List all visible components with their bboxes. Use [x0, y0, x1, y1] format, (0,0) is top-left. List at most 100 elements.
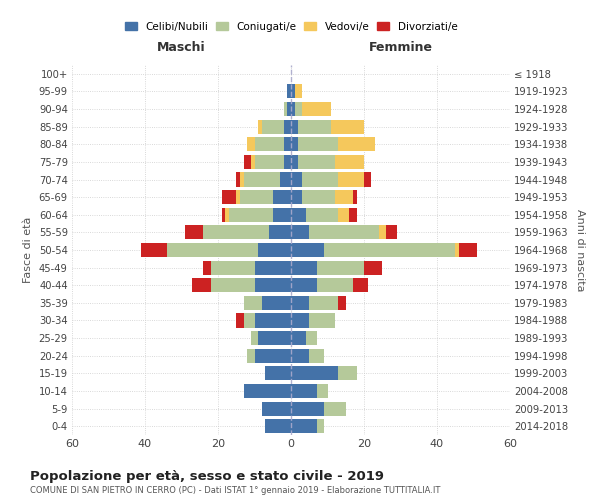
- Bar: [291, 137, 298, 152]
- Bar: [298, 120, 331, 134]
- Bar: [211, 260, 254, 274]
- Bar: [226, 208, 229, 222]
- Bar: [291, 84, 295, 98]
- Bar: [244, 155, 251, 169]
- Bar: [251, 331, 258, 345]
- Bar: [240, 172, 244, 186]
- Bar: [291, 120, 298, 134]
- Bar: [284, 102, 287, 116]
- Bar: [291, 402, 324, 415]
- Bar: [338, 296, 346, 310]
- Bar: [309, 314, 335, 328]
- Bar: [284, 120, 291, 134]
- Bar: [331, 120, 364, 134]
- Text: Femmine: Femmine: [368, 42, 433, 54]
- Bar: [305, 331, 317, 345]
- Bar: [291, 260, 317, 274]
- Bar: [364, 260, 382, 274]
- Bar: [455, 243, 459, 257]
- Bar: [291, 419, 317, 433]
- Bar: [167, 243, 258, 257]
- Y-axis label: Anni di nascita: Anni di nascita: [575, 209, 586, 291]
- Bar: [203, 226, 269, 239]
- Bar: [287, 102, 291, 116]
- Bar: [291, 208, 305, 222]
- Bar: [353, 190, 356, 204]
- Bar: [244, 384, 291, 398]
- Bar: [291, 243, 324, 257]
- Bar: [247, 137, 254, 152]
- Bar: [262, 120, 284, 134]
- Bar: [273, 208, 291, 222]
- Bar: [265, 419, 291, 433]
- Bar: [229, 208, 273, 222]
- Bar: [258, 120, 262, 134]
- Bar: [302, 102, 331, 116]
- Bar: [295, 102, 302, 116]
- Bar: [291, 102, 295, 116]
- Bar: [305, 208, 338, 222]
- Bar: [258, 243, 291, 257]
- Bar: [254, 314, 291, 328]
- Bar: [459, 243, 477, 257]
- Bar: [291, 366, 338, 380]
- Bar: [349, 208, 356, 222]
- Bar: [254, 348, 291, 363]
- Bar: [193, 278, 211, 292]
- Bar: [211, 278, 254, 292]
- Text: Popolazione per età, sesso e stato civile - 2019: Popolazione per età, sesso e stato civil…: [30, 470, 384, 483]
- Bar: [254, 278, 291, 292]
- Bar: [273, 190, 291, 204]
- Bar: [309, 296, 338, 310]
- Bar: [221, 190, 236, 204]
- Bar: [379, 226, 386, 239]
- Bar: [262, 402, 291, 415]
- Bar: [291, 384, 317, 398]
- Bar: [335, 155, 364, 169]
- Bar: [258, 331, 291, 345]
- Text: Maschi: Maschi: [157, 42, 206, 54]
- Bar: [221, 208, 226, 222]
- Bar: [236, 314, 244, 328]
- Bar: [291, 331, 305, 345]
- Bar: [386, 226, 397, 239]
- Bar: [302, 172, 338, 186]
- Bar: [291, 226, 309, 239]
- Bar: [291, 172, 302, 186]
- Bar: [302, 190, 335, 204]
- Bar: [284, 155, 291, 169]
- Bar: [280, 172, 291, 186]
- Bar: [244, 296, 262, 310]
- Bar: [247, 348, 254, 363]
- Bar: [265, 366, 291, 380]
- Bar: [287, 84, 291, 98]
- Bar: [338, 137, 375, 152]
- Bar: [269, 226, 291, 239]
- Bar: [364, 172, 371, 186]
- Bar: [295, 84, 302, 98]
- Bar: [291, 296, 309, 310]
- Bar: [254, 155, 284, 169]
- Bar: [254, 260, 291, 274]
- Bar: [284, 137, 291, 152]
- Bar: [142, 243, 167, 257]
- Bar: [309, 348, 324, 363]
- Bar: [203, 260, 211, 274]
- Bar: [324, 243, 455, 257]
- Bar: [317, 278, 353, 292]
- Bar: [254, 137, 284, 152]
- Bar: [291, 314, 309, 328]
- Legend: Celibi/Nubili, Coniugati/e, Vedovi/e, Divorziati/e: Celibi/Nubili, Coniugati/e, Vedovi/e, Di…: [122, 18, 460, 34]
- Bar: [338, 366, 356, 380]
- Bar: [298, 155, 335, 169]
- Bar: [335, 190, 353, 204]
- Bar: [240, 190, 273, 204]
- Bar: [338, 208, 349, 222]
- Bar: [244, 314, 254, 328]
- Bar: [291, 278, 317, 292]
- Bar: [309, 226, 379, 239]
- Bar: [251, 155, 254, 169]
- Bar: [244, 172, 280, 186]
- Bar: [338, 172, 364, 186]
- Bar: [291, 348, 309, 363]
